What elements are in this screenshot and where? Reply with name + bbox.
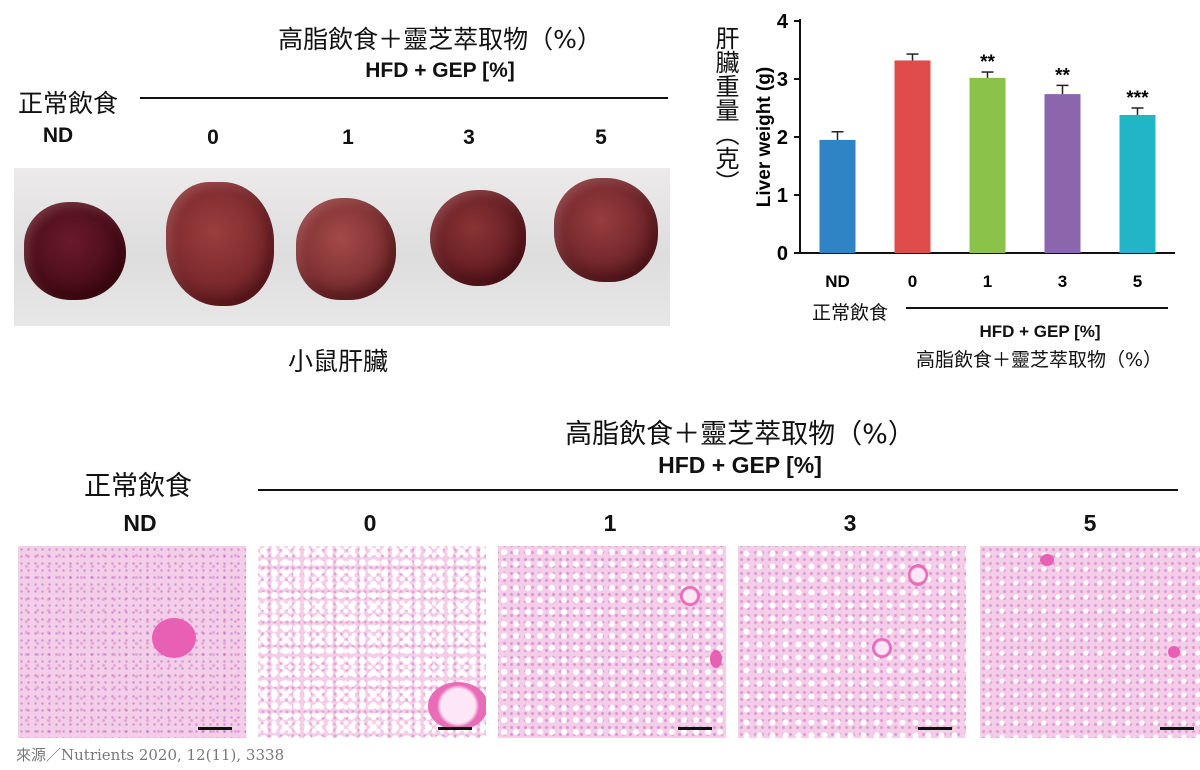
hfd-title-en: HFD + GEP [%] xyxy=(365,59,515,82)
liver-3 xyxy=(430,190,526,286)
liver-5 xyxy=(554,178,658,282)
source-credit: 來源／Nutrients 2020, 12(11), 3338 xyxy=(16,746,285,764)
chart-hfd-label-zh: 高脂飲食＋靈芝萃取物（%） xyxy=(916,349,1163,371)
histology-5 xyxy=(980,546,1200,738)
bar-5 xyxy=(1119,114,1156,254)
group-label-1: 1 xyxy=(342,126,354,149)
group-label-5: 5 xyxy=(595,126,607,149)
y-tick-label: 1 xyxy=(777,185,788,207)
x-tick-label: ND xyxy=(825,272,850,291)
central-vein xyxy=(428,682,486,730)
x-tick-label: 0 xyxy=(908,272,917,291)
scale-bar xyxy=(198,727,232,730)
y-tick-label: 3 xyxy=(777,69,788,91)
bar-ND xyxy=(819,139,856,253)
histology-0 xyxy=(258,546,486,738)
central-vein xyxy=(1040,554,1054,566)
central-vein xyxy=(680,586,700,606)
y-axis-label-en: Liver weight (g) xyxy=(754,67,775,207)
hfd-title-zh: 高脂飲食＋靈芝萃取物（%） xyxy=(278,25,602,54)
bottom-group-label-1: 1 xyxy=(603,510,617,536)
group-label-nd: ND xyxy=(42,124,74,147)
central-vein xyxy=(908,564,928,586)
group-label-3: 3 xyxy=(463,126,475,149)
chart-svg: Liver weight (g) 0 1 2 3 4 ND 0 ** 1 ** 3 *** 5 xyxy=(754,11,1175,291)
y-tick-label: 0 xyxy=(777,243,788,265)
liver-0 xyxy=(166,182,274,306)
histology-3 xyxy=(738,546,966,738)
scale-bar xyxy=(438,727,472,730)
bottom-hfd-title-en: HFD + GEP [%] xyxy=(658,452,822,478)
central-vein xyxy=(1168,646,1180,658)
x-tick-label: 3 xyxy=(1058,272,1067,291)
scale-bar xyxy=(678,727,712,730)
x-tick-label: 5 xyxy=(1133,272,1142,291)
x-tick-label: 1 xyxy=(983,272,992,291)
scale-bar xyxy=(1160,727,1194,730)
histology-1 xyxy=(498,546,726,738)
normal-diet-label: 正常飲食 xyxy=(18,89,119,118)
y-axis-label-zh: 肝臟重量（克） xyxy=(711,26,739,194)
y-tick-label: 4 xyxy=(777,11,789,33)
bottom-group-label-0: 0 xyxy=(363,510,377,536)
chart-group-divider-line xyxy=(906,307,1168,309)
central-vein xyxy=(872,638,892,658)
normal-diet-label-chart: 正常飲食 xyxy=(812,302,889,324)
significance-marker: *** xyxy=(1126,88,1149,109)
histology-nd xyxy=(18,546,246,738)
liver-nd xyxy=(24,202,126,300)
central-vein xyxy=(710,650,722,668)
bottom-group-label-5: 5 xyxy=(1083,510,1097,536)
bottom-normal-diet-label: 正常飲食 xyxy=(84,471,192,502)
scale-bar xyxy=(918,727,952,730)
liver-photo-caption: 小鼠肝臟 xyxy=(287,347,388,376)
bottom-group-label-nd: ND xyxy=(123,510,157,536)
group-divider-line xyxy=(140,97,668,99)
bar-1 xyxy=(969,77,1006,253)
significance-marker: ** xyxy=(980,52,995,73)
y-tick-label: 2 xyxy=(777,127,788,149)
chart-hfd-label-en: HFD + GEP [%] xyxy=(979,322,1101,341)
group-label-0: 0 xyxy=(207,126,219,149)
significance-marker: ** xyxy=(1055,65,1070,86)
bar-3 xyxy=(1044,94,1081,253)
bar-0 xyxy=(894,60,931,253)
bottom-group-label-3: 3 xyxy=(843,510,857,536)
bottom-hfd-title-zh: 高脂飲食＋靈芝萃取物（%） xyxy=(565,419,915,450)
liver-photo xyxy=(14,168,670,326)
bottom-group-divider-line xyxy=(258,489,1178,491)
central-vein xyxy=(152,618,196,658)
liver-1 xyxy=(296,198,396,300)
